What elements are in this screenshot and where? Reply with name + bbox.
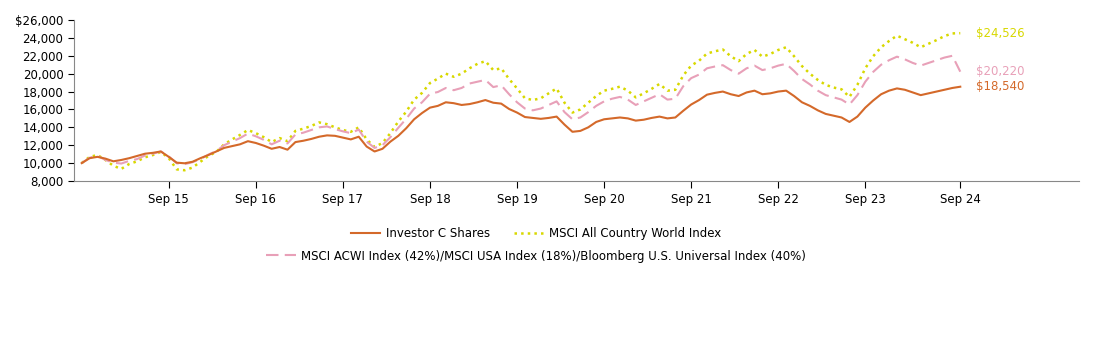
Legend: MSCI ACWI Index (42%)/MSCI USA Index (18%)/Bloomberg U.S. Universal Index (40%): MSCI ACWI Index (42%)/MSCI USA Index (18…: [261, 245, 811, 267]
Text: $18,540: $18,540: [976, 80, 1024, 93]
Text: $20,220: $20,220: [976, 65, 1025, 78]
Text: $24,526: $24,526: [976, 27, 1025, 40]
